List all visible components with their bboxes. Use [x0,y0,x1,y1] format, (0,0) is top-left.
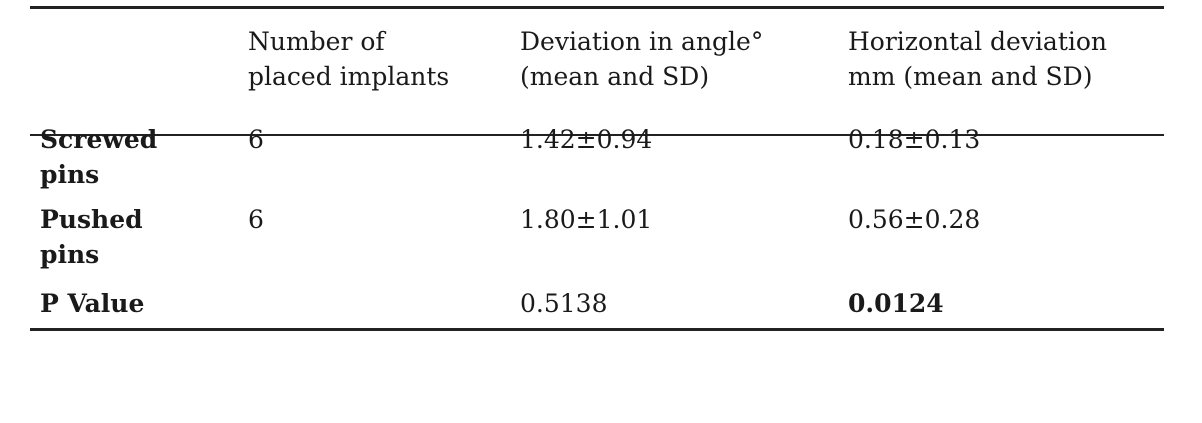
row-label-screwed-pins: Screwed pins [40,125,158,189]
table-cell: 0.56±0.28 [848,205,981,234]
table-cell: 1.42±0.94 [520,125,653,154]
table-top-rule [30,6,1164,9]
header-deviation-in-angle: Deviation in angle° (mean and SD) [520,27,764,91]
table-cell: 1.80±1.01 [520,205,653,234]
table-cell-significant: 0.0124 [848,289,944,318]
row-label-pushed-pins: Pushed pins [40,205,143,269]
header-rule [30,134,1164,136]
header-horizontal-deviation: Horizontal deviation mm (mean and SD) [848,27,1108,91]
table-cell: 0.18±0.13 [848,125,981,154]
table-cell: 0.5138 [520,289,608,318]
row-label-p-value: P Value [40,289,145,318]
header-number-of-placed-implants: Number of placed implants [248,27,450,91]
table-bottom-rule [30,328,1164,331]
table-cell: 6 [248,125,264,154]
table-cell: 6 [248,205,264,234]
